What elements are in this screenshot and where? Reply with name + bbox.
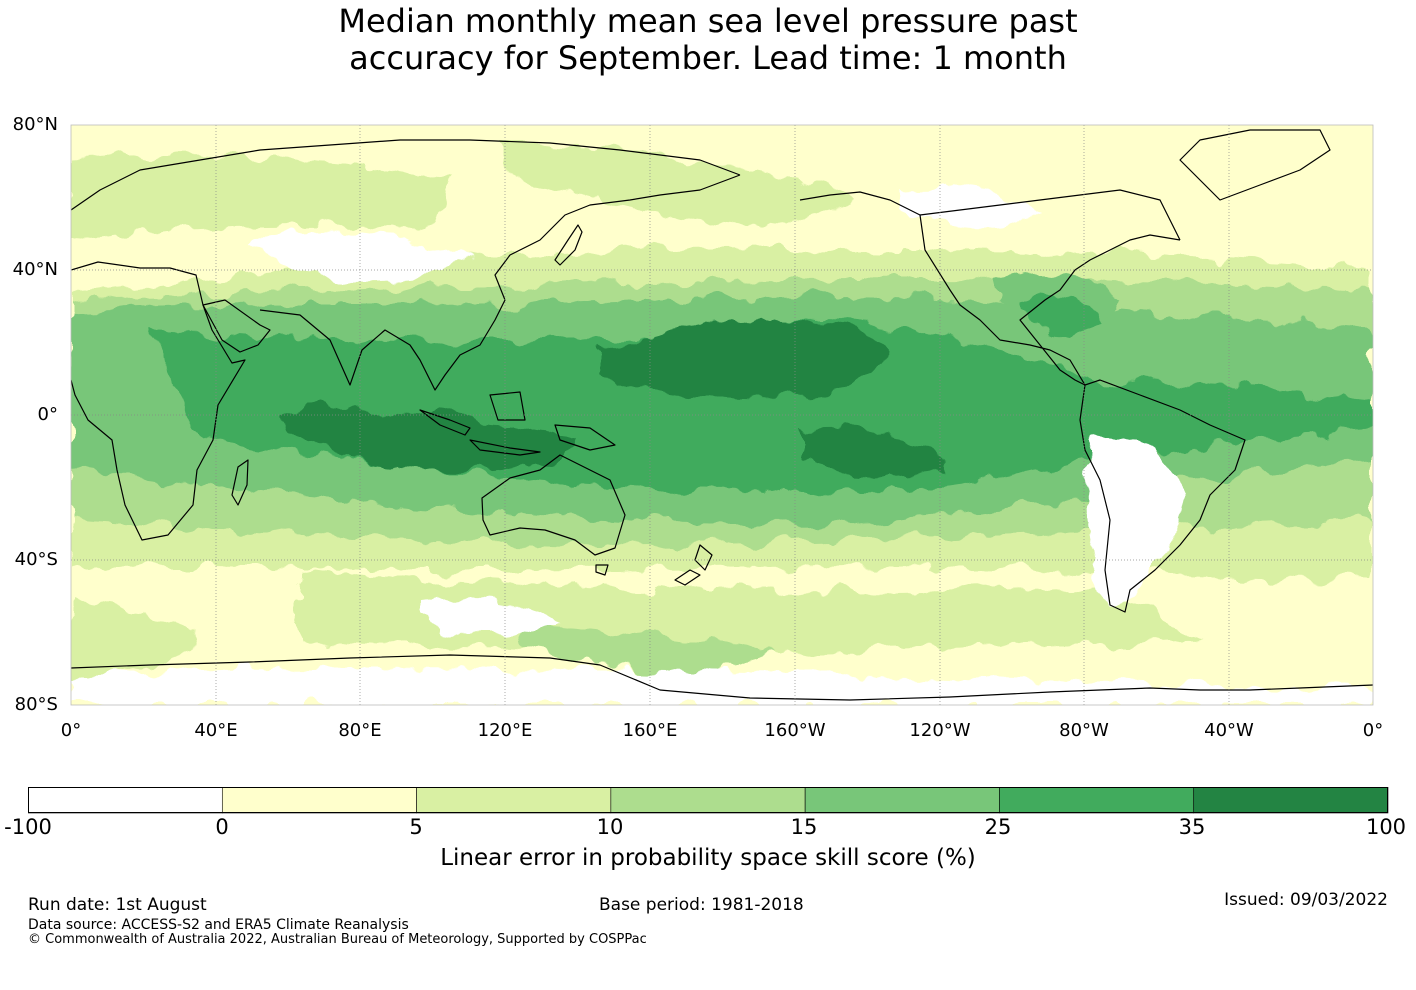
colorbar-tick: 5 [409,815,423,839]
colorbar-segment [416,787,612,814]
skill-score-field [71,140,1373,705]
map-title-line-2: accuracy for September. Lead time: 1 mon… [349,39,1067,77]
colorbar-tick: 0 [215,815,229,839]
coastlines [71,129,1373,701]
lon-label-80e: 80°E [338,720,382,741]
graticule [71,125,1373,705]
lat-label-equator: 0° [37,404,58,425]
colorbar [28,787,1389,814]
colorbar-segment [28,787,223,814]
colorbar-segment [999,787,1195,814]
lat-label-40s: 40°S [14,549,58,570]
colorbar-tick: -100 [4,815,52,839]
lat-label-80s: 80°S [14,694,58,715]
lat-label-40n: 40°N [12,259,58,280]
run-date: Run date: 1st August [28,895,207,915]
copyright-notice: © Commonwealth of Australia 2022, Austra… [28,932,647,947]
issued-date: Issued: 09/03/2022 [1224,890,1388,910]
lon-label-80w: 80°W [1059,720,1109,741]
skill-score-map [70,124,1374,706]
map-title-line-1: Median monthly mean sea level pressure p… [338,2,1078,40]
colorbar-label: Linear error in probability space skill … [440,845,976,871]
map-frame [70,124,1374,706]
colorbar-tick: 25 [984,815,1012,839]
colorbar-segment [610,787,806,814]
lon-label-40e: 40°E [194,720,238,741]
lon-label-0-left: 0° [60,720,82,741]
colorbar-segments [28,787,1389,814]
lon-label-120w: 120°W [909,720,971,741]
colorbar-tick: 10 [596,815,624,839]
lon-label-120e: 120°E [477,720,533,741]
colorbar-tick: 100 [1365,815,1407,839]
lon-label-0-right: 0° [1362,720,1384,741]
colorbar-tick: 35 [1178,815,1206,839]
base-period: Base period: 1981-2018 [599,895,804,915]
colorbar-segment [804,787,1000,814]
lon-label-160e: 160°E [622,720,678,741]
colorbar-segment [221,787,417,814]
colorbar-segment [1193,787,1389,814]
data-source: Data source: ACCESS-S2 and ERA5 Climate … [28,917,409,933]
lat-label-80n: 80°N [12,114,58,135]
colorbar-tick: 15 [790,815,818,839]
lon-label-40w: 40°W [1204,720,1254,741]
lon-label-160w: 160°W [764,720,826,741]
